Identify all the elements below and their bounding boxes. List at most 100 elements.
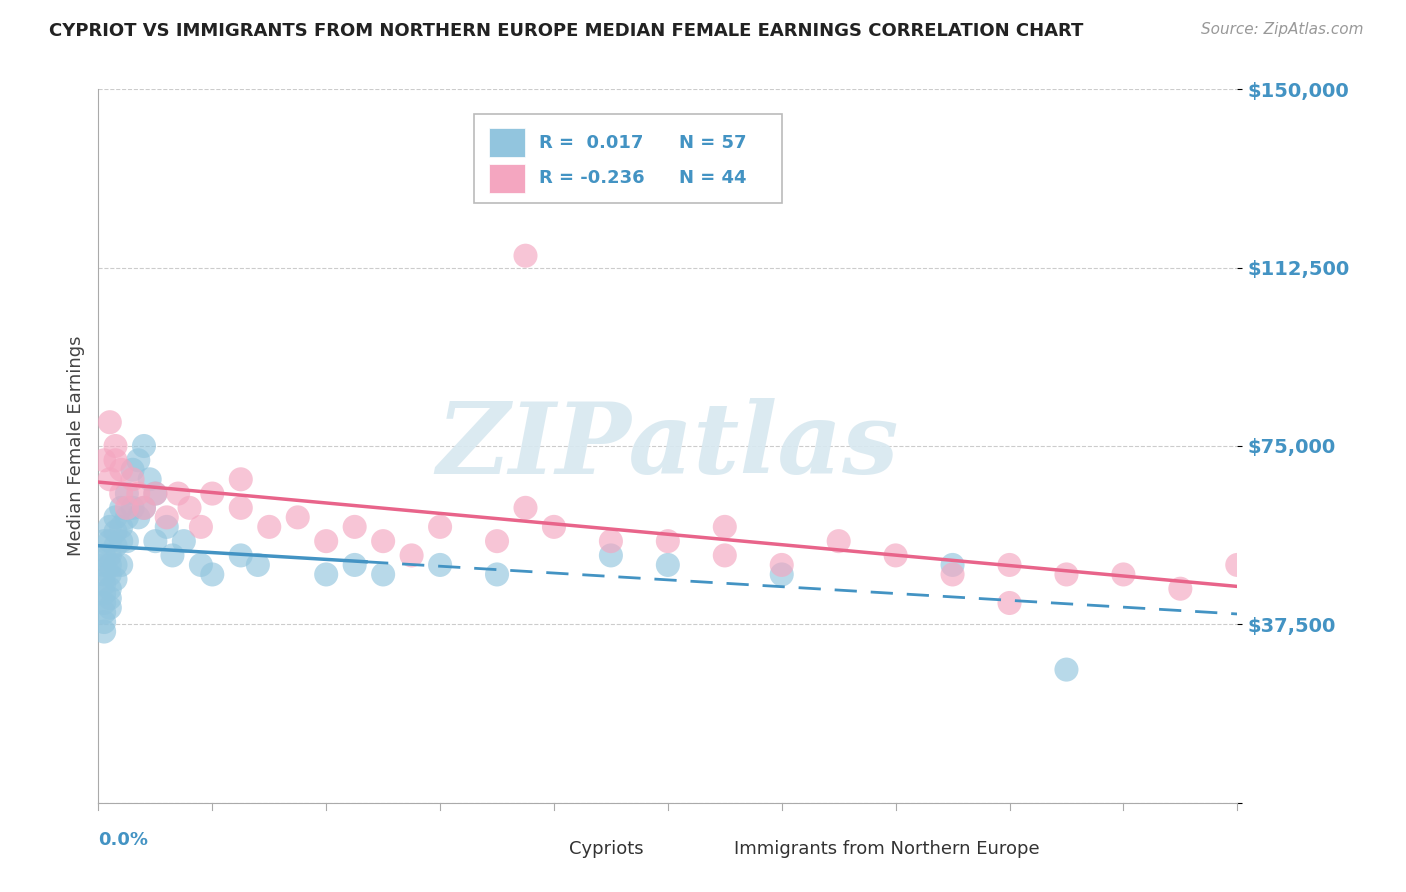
Point — [229, 549, 252, 563]
Point — [145, 486, 167, 500]
Point — [127, 510, 149, 524]
Point — [714, 520, 737, 534]
Point — [93, 624, 115, 639]
Point — [942, 567, 965, 582]
Point — [201, 486, 224, 500]
Point — [942, 558, 965, 572]
Point — [287, 510, 309, 524]
Point — [98, 520, 121, 534]
Point — [98, 582, 121, 596]
Point — [93, 567, 115, 582]
Text: ZIPatlas: ZIPatlas — [437, 398, 898, 494]
Y-axis label: Median Female Earnings: Median Female Earnings — [66, 335, 84, 557]
Text: R = -0.236: R = -0.236 — [538, 169, 645, 187]
Point — [1170, 582, 1192, 596]
Point — [121, 500, 143, 515]
Point — [229, 500, 252, 515]
Point — [770, 558, 793, 572]
Text: Cypriots: Cypriots — [569, 840, 644, 858]
Point — [190, 520, 212, 534]
Point — [145, 486, 167, 500]
Point — [93, 534, 115, 549]
Point — [98, 600, 121, 615]
Point — [162, 549, 184, 563]
Point — [486, 534, 509, 549]
Point — [657, 534, 679, 549]
Point — [167, 486, 190, 500]
Point — [343, 520, 366, 534]
Point — [998, 596, 1021, 610]
Point — [315, 534, 337, 549]
Point — [1112, 567, 1135, 582]
Point — [714, 549, 737, 563]
Point — [156, 510, 179, 524]
Point — [259, 520, 281, 534]
Point — [110, 486, 132, 500]
Point — [93, 453, 115, 467]
Point — [104, 524, 127, 539]
Point — [515, 500, 537, 515]
Point — [179, 500, 201, 515]
Point — [93, 615, 115, 629]
FancyBboxPatch shape — [696, 839, 725, 862]
Point — [1056, 663, 1078, 677]
Point — [600, 549, 623, 563]
Point — [93, 606, 115, 620]
Text: CYPRIOT VS IMMIGRANTS FROM NORTHERN EUROPE MEDIAN FEMALE EARNINGS CORRELATION CH: CYPRIOT VS IMMIGRANTS FROM NORTHERN EURO… — [49, 22, 1084, 40]
Point — [104, 572, 127, 586]
Point — [93, 577, 115, 591]
Point — [132, 500, 155, 515]
Point — [104, 558, 127, 572]
Point — [173, 534, 195, 549]
Text: R =  0.017: R = 0.017 — [538, 134, 644, 152]
Point — [229, 472, 252, 486]
FancyBboxPatch shape — [489, 128, 526, 157]
Point — [115, 534, 138, 549]
Point — [93, 549, 115, 563]
Point — [429, 520, 451, 534]
Point — [115, 486, 138, 500]
Point — [104, 539, 127, 553]
Point — [110, 558, 132, 572]
Text: N = 57: N = 57 — [679, 134, 747, 152]
Point — [110, 534, 132, 549]
Point — [657, 558, 679, 572]
Point — [998, 558, 1021, 572]
Point — [98, 567, 121, 582]
Point — [884, 549, 907, 563]
Point — [98, 534, 121, 549]
Point — [343, 558, 366, 572]
Point — [486, 567, 509, 582]
FancyBboxPatch shape — [474, 114, 782, 203]
Point — [98, 558, 121, 572]
Point — [201, 567, 224, 582]
Point — [190, 558, 212, 572]
Point — [828, 534, 851, 549]
Point — [145, 534, 167, 549]
Point — [1056, 567, 1078, 582]
Point — [1226, 558, 1249, 572]
Point — [98, 591, 121, 606]
Point — [104, 510, 127, 524]
Point — [138, 472, 160, 486]
Point — [104, 439, 127, 453]
Text: N = 44: N = 44 — [679, 169, 747, 187]
Point — [98, 472, 121, 486]
Point — [110, 463, 132, 477]
FancyBboxPatch shape — [489, 164, 526, 193]
Point — [373, 534, 395, 549]
Point — [127, 453, 149, 467]
Point — [110, 520, 132, 534]
Point — [127, 486, 149, 500]
Point — [770, 567, 793, 582]
FancyBboxPatch shape — [531, 839, 561, 862]
Point — [543, 520, 565, 534]
Text: Source: ZipAtlas.com: Source: ZipAtlas.com — [1201, 22, 1364, 37]
Point — [110, 500, 132, 515]
Text: Immigrants from Northern Europe: Immigrants from Northern Europe — [734, 840, 1039, 858]
Point — [246, 558, 269, 572]
Point — [93, 586, 115, 600]
Point — [132, 439, 155, 453]
Point — [132, 500, 155, 515]
Point — [429, 558, 451, 572]
